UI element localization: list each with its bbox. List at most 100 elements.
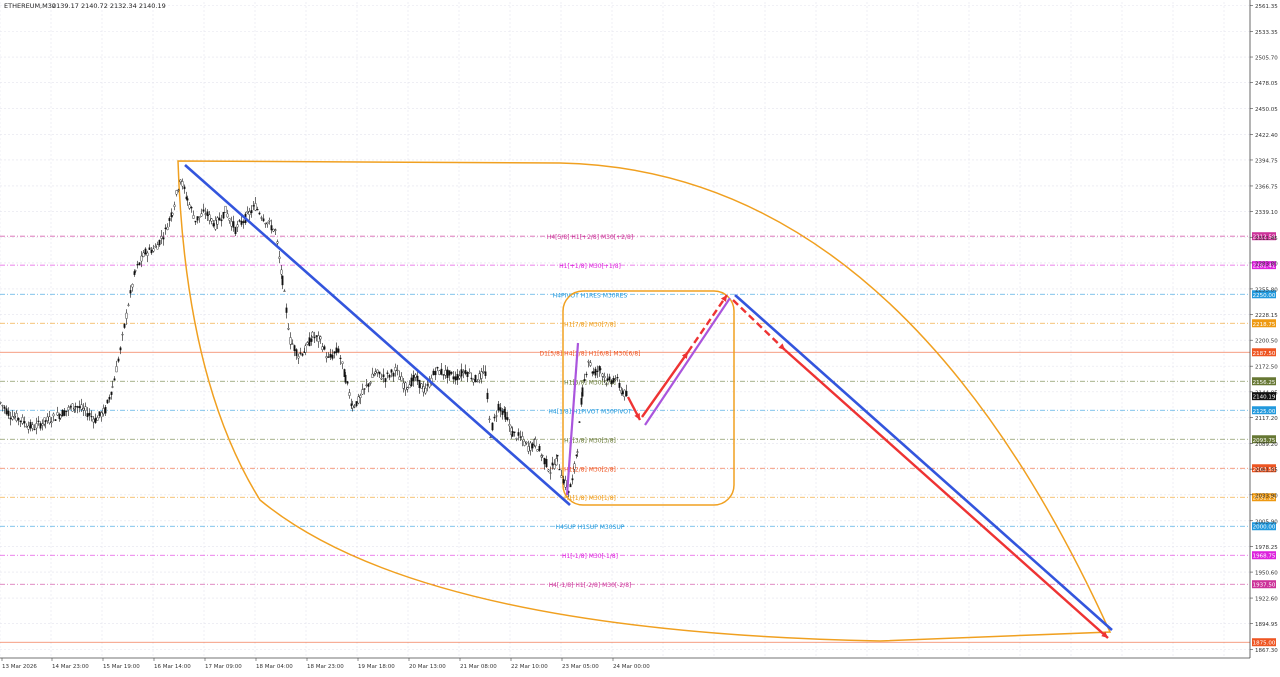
candle-body: [188, 204, 191, 209]
candle-body: [35, 423, 38, 429]
candle-body: [63, 410, 66, 416]
candle-body: [220, 219, 223, 222]
candle-body: [412, 374, 415, 382]
price-tick-label: 2089.20: [1255, 442, 1278, 448]
level-price-tag: [1252, 232, 1276, 241]
candle-body: [422, 386, 425, 393]
candle-body: [226, 213, 229, 218]
candle-body: [88, 412, 91, 416]
candle-body: [456, 373, 459, 381]
candle-body: [61, 409, 64, 417]
candle-body: [208, 214, 211, 221]
candle-body: [327, 356, 330, 358]
candle-body: [291, 343, 294, 345]
candle-body: [252, 205, 255, 207]
candle-body: [504, 411, 507, 420]
candle-body: [317, 335, 320, 342]
price-tick-label: 2422.40: [1255, 133, 1278, 139]
candle-body: [454, 376, 457, 381]
time-tick-label: 13 Mar 2026: [2, 664, 37, 670]
candle-body: [424, 387, 427, 394]
candle-body: [489, 436, 492, 439]
candle-body: [3, 406, 6, 409]
candle-body: [46, 416, 49, 422]
candle-body: [610, 380, 613, 384]
candle-body: [333, 351, 336, 354]
candle-body: [523, 441, 526, 446]
level-label: D1[5/8] H4[3/8] H1[6/8] M30[6/8]: [540, 350, 641, 357]
price-tick-label: 2172.50: [1255, 365, 1278, 371]
candle-body: [482, 371, 485, 373]
candle-body: [29, 422, 32, 429]
murrey-levels: H4[5/8] H1[+2/8] M30[+2/8] 2312.58 H1[+1/8…: [0, 232, 1276, 647]
candle-body: [575, 454, 578, 456]
candle-body: [414, 374, 417, 378]
candle-body: [142, 252, 145, 257]
candle-body: [348, 392, 351, 396]
candle-body: [592, 371, 595, 374]
candle-body: [240, 220, 243, 225]
candle-body: [404, 382, 407, 391]
candle-body: [50, 421, 53, 424]
candle-body: [274, 229, 277, 231]
candle-body: [190, 207, 193, 209]
candle-body: [78, 406, 81, 409]
forecast-arrow-up: [641, 351, 689, 418]
candle-body: [164, 227, 167, 230]
ellipse-drawing: [177, 160, 1112, 642]
forecast-ellipse: [177, 160, 1112, 642]
candle-body: [134, 270, 137, 272]
candle-body: [470, 377, 473, 380]
candle-body: [576, 451, 579, 453]
candle-body: [166, 226, 169, 231]
candle-body: [160, 236, 163, 239]
time-tick-label: 17 Mar 09:00: [205, 664, 242, 670]
candle-body: [346, 381, 349, 384]
candle-body: [117, 358, 120, 362]
forecast-arrow-up-dashed: [687, 294, 728, 353]
candle-body: [493, 416, 496, 419]
candle-body: [564, 480, 567, 488]
candle-body: [258, 212, 261, 215]
candle-body: [224, 205, 227, 213]
candle-body: [39, 423, 42, 429]
candle-body: [331, 354, 334, 359]
candle-body: [262, 218, 265, 222]
candle-body: [605, 383, 608, 385]
time-tick-label: 19 Mar 18:00: [358, 664, 395, 670]
candle-body: [162, 237, 165, 240]
candle-body: [480, 371, 483, 379]
candle-body: [94, 417, 97, 423]
candle-body: [181, 181, 184, 187]
candle-body: [17, 417, 20, 421]
candle-body: [23, 421, 26, 424]
level-label: H1[1/8] M30[1/8]: [564, 495, 616, 502]
candle-body: [311, 331, 314, 337]
candle-body: [344, 374, 347, 383]
candle-body: [538, 446, 541, 451]
price-tick-label: 2394.75: [1255, 158, 1278, 164]
price-tick-label: 1894.95: [1255, 622, 1278, 628]
candle-body: [304, 345, 307, 353]
candle-body: [228, 218, 231, 221]
candle-body: [549, 472, 552, 474]
candle-body: [96, 417, 99, 421]
candle-body: [248, 211, 251, 216]
candle-body: [436, 366, 439, 369]
candle-body: [551, 462, 554, 466]
candle-body: [581, 387, 584, 397]
candle-body: [543, 457, 546, 465]
candle-body: [529, 442, 532, 451]
candle-body: [310, 338, 313, 342]
time-tick-label: 18 Mar 23:00: [307, 664, 344, 670]
candle-body: [175, 190, 178, 195]
level-price-label: 2125.00: [1253, 409, 1276, 415]
level-price-label: 2250.00: [1253, 293, 1276, 299]
candle-body: [589, 362, 592, 366]
candle-body: [594, 368, 597, 376]
time-tick-label: 16 Mar 14:00: [154, 664, 191, 670]
candle-body: [158, 239, 161, 246]
candle-body: [444, 370, 447, 376]
